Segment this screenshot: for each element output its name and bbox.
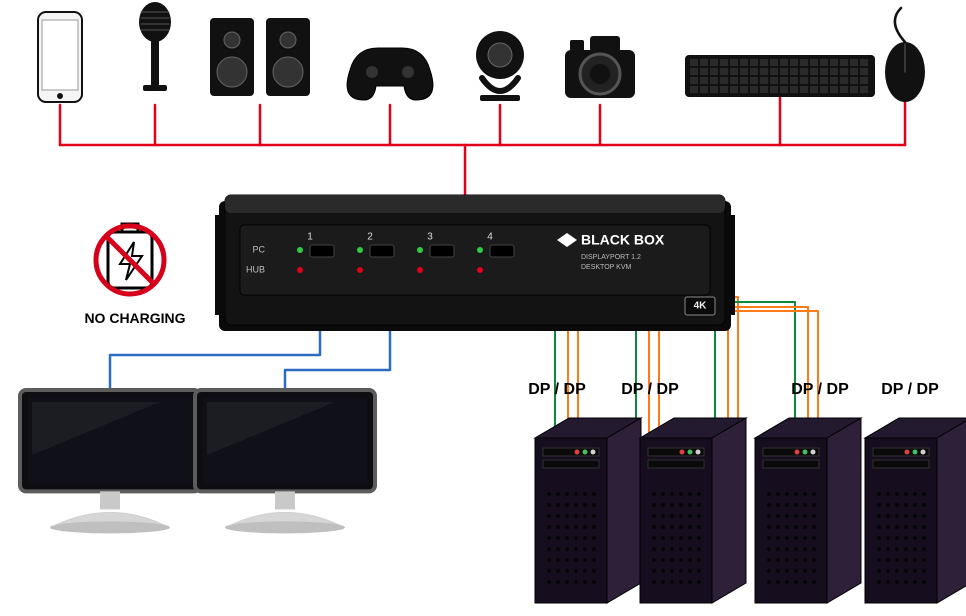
webcam-icon — [476, 31, 524, 101]
no-charging-icon — [96, 224, 164, 294]
pc-tower — [865, 418, 966, 603]
mouse-icon — [885, 8, 925, 102]
monitor — [20, 390, 200, 533]
pc-tower — [640, 418, 746, 603]
svg-text:3: 3 — [427, 232, 433, 243]
svg-text:DESKTOP KVM: DESKTOP KVM — [581, 264, 631, 271]
dp-label: DP / DP — [621, 381, 679, 398]
microphone-icon — [139, 2, 171, 91]
speakers-icon — [210, 18, 310, 96]
svg-text:1: 1 — [307, 232, 313, 243]
no-charging-label: NO CHARGING — [80, 310, 190, 326]
svg-text:DISPLAYPORT 1.2: DISPLAYPORT 1.2 — [581, 254, 641, 261]
svg-text:HUB: HUB — [246, 264, 265, 274]
gamepad-icon — [347, 48, 433, 100]
dp-label: DP / DP — [528, 381, 586, 398]
svg-text:PC: PC — [252, 244, 265, 254]
pc-tower — [755, 418, 861, 603]
svg-text:2: 2 — [367, 232, 373, 243]
dp-label: DP / DP — [791, 381, 849, 398]
svg-text:BLACK BOX: BLACK BOX — [581, 232, 665, 248]
svg-text:4K: 4K — [694, 301, 708, 312]
pc-tower — [535, 418, 641, 603]
monitor-wires — [110, 325, 390, 390]
camera-icon — [565, 36, 635, 98]
dp-label: DP / DP — [881, 381, 939, 398]
monitor — [195, 390, 375, 533]
phone-icon — [38, 12, 82, 102]
svg-text:4: 4 — [487, 232, 493, 243]
kvm-switch: PC HUB 1 2 3 4 BLACK BOX DISPLAYPORT 1.2 DESKTOP… — [215, 195, 735, 331]
peripheral-bus — [60, 95, 905, 195]
keyboard-icon — [685, 55, 875, 97]
